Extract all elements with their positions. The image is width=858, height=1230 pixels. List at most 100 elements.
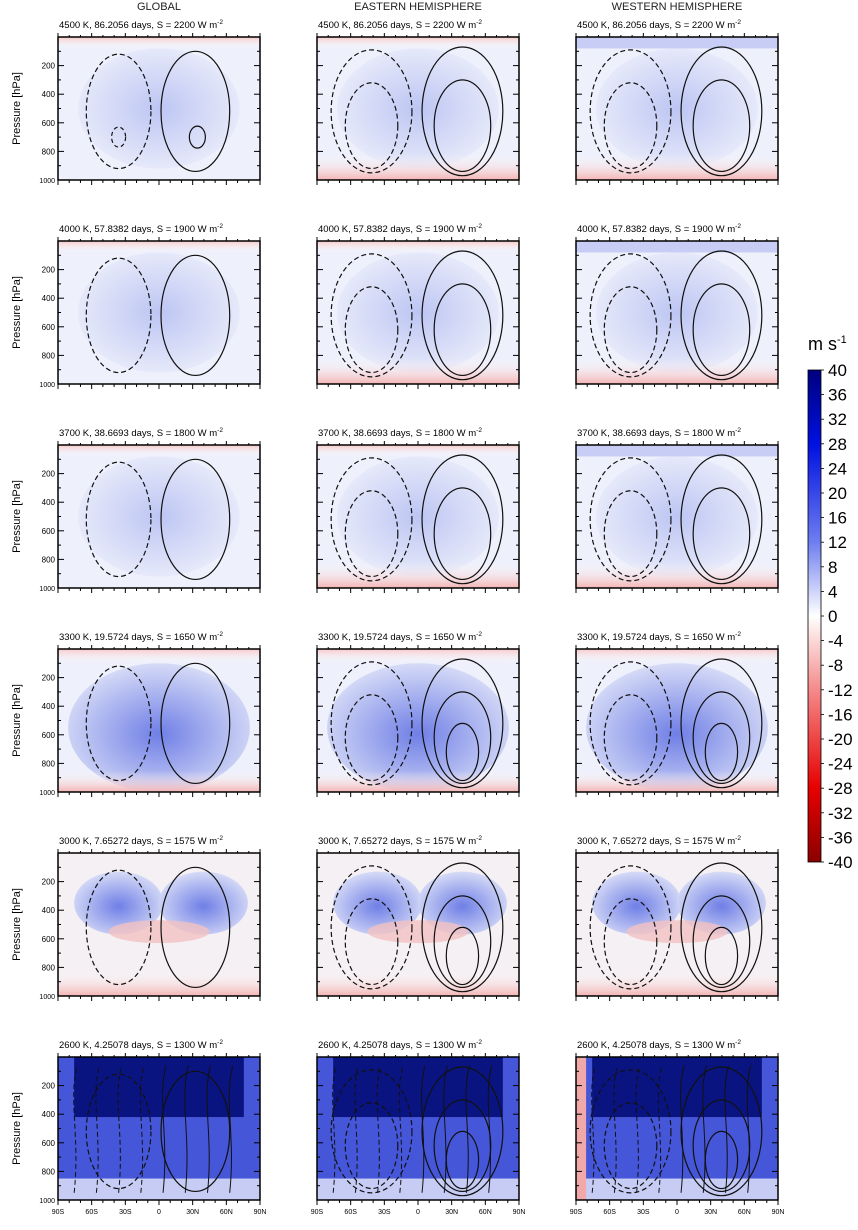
wind-shading	[677, 871, 766, 935]
streamfunction-contour	[73, 1065, 78, 1193]
x-tick-label: 30S	[378, 1209, 391, 1216]
y-tick-label: 200	[42, 1082, 56, 1091]
streamfunction-contour	[330, 457, 413, 582]
panel-title: 4500 K, 86.2056 days, S = 2200 W m-2	[318, 19, 482, 31]
x-tick-label: 90S	[570, 1209, 583, 1216]
panel-title: 2600 K, 4.25078 days, S = 1300 W m-2	[59, 1039, 223, 1051]
y-tick-label: 1000	[39, 178, 55, 185]
y-tick-label: 800	[42, 147, 56, 156]
panel-r2-c0: 200 400 600 800 1000 3700 K, 38.6693 days, S …	[39, 427, 261, 593]
streamfunction-contour	[228, 1065, 234, 1193]
panel-content	[58, 649, 260, 792]
panel-r1-c0: 200 400 600 800 1000 4000 K, 57.8382 days, S …	[39, 223, 261, 389]
y-tick-label: 400	[42, 90, 56, 99]
streamfunction-contour	[657, 1065, 663, 1193]
y-tick-label: 600	[42, 119, 56, 128]
y-axis-label: Pressure [hPa]	[11, 480, 23, 553]
colorbar-label: -40	[828, 853, 853, 872]
x-tick-label: 60N	[479, 1209, 492, 1216]
y-tick-label: 600	[42, 323, 56, 332]
x-tick-label: 60N	[220, 1209, 233, 1216]
colorbar-label: -8	[828, 656, 843, 675]
streamfunction-contour	[85, 665, 152, 782]
panel-r4-c1: 3000 K, 7.65272 days, S = 1575 W m-2	[316, 835, 520, 1001]
streamfunction-contour	[184, 1065, 189, 1193]
wind-shading	[586, 663, 768, 792]
x-tick-label: 60S	[603, 1209, 616, 1216]
panel-content	[576, 649, 778, 792]
panel-r5-c0: 200 400 600 800 1000 90S 60S 30S 0 30N 60N 90N 2600 …	[39, 1039, 266, 1216]
streamfunction-contour	[85, 461, 152, 578]
panel-content	[317, 1057, 519, 1200]
wind-shading	[78, 48, 240, 169]
streamfunction-contour	[330, 1069, 413, 1194]
x-tick-label: 30N	[445, 1209, 458, 1216]
streamfunction-contour	[704, 926, 739, 986]
streamfunction-contour	[445, 926, 480, 986]
panel-title: 3300 K, 19.5724 days, S = 1650 W m-2	[59, 631, 223, 643]
panel-title: 2600 K, 4.25078 days, S = 1300 W m-2	[577, 1039, 741, 1051]
colorbar-label: 16	[828, 509, 847, 528]
top-band	[317, 37, 519, 49]
surface-easterly-band	[58, 770, 260, 792]
streamfunction-contour	[680, 658, 763, 789]
colorbar-label: 20	[828, 484, 847, 503]
y-tick-label: 400	[42, 498, 56, 507]
panel-content	[317, 853, 519, 996]
panel-title-text: 3700 K, 38.6693 days, S = 1800 W m	[318, 428, 476, 439]
surface-easterly-band	[317, 770, 519, 792]
panel-title-exp: -2	[217, 835, 223, 842]
surface-easterly-band	[317, 970, 519, 996]
panel-title: 4500 K, 86.2056 days, S = 2200 W m-2	[59, 19, 223, 31]
streamfunction-contour	[421, 46, 504, 177]
streamfunction-contour	[160, 1070, 231, 1193]
wind-shading	[78, 456, 240, 577]
streamfunction-contour	[160, 866, 231, 989]
panel-r4-c0: 200 400 600 800 1000 3000 K, 7.65272 days, S …	[39, 835, 261, 1001]
panel-title-text: 3000 K, 7.65272 days, S = 1575 W m	[577, 836, 735, 847]
colorbar-label: 4	[828, 582, 837, 601]
wind-shading	[333, 871, 423, 935]
panel-title: 3000 K, 7.65272 days, S = 1575 W m-2	[577, 835, 741, 847]
streamfunction-contour	[465, 1065, 470, 1193]
streamfunction-contour	[421, 250, 504, 381]
streamfunction-contour	[589, 253, 672, 378]
wind-shading	[596, 252, 758, 373]
panel-title: 4000 K, 57.8382 days, S = 1900 W m-2	[59, 223, 223, 235]
streamfunction-contour	[398, 1065, 404, 1193]
surface-easterly-band	[576, 562, 778, 588]
colorbar-label: -32	[828, 804, 853, 823]
panel-title-text: 3700 K, 38.6693 days, S = 1800 W m	[59, 428, 217, 439]
colorbar-label: -16	[828, 705, 853, 724]
streamfunction-contour	[330, 253, 413, 378]
panel-r3-c1: 3300 K, 19.5724 days, S = 1650 W m-2	[316, 631, 520, 797]
x-tick-label: 30S	[119, 1209, 132, 1216]
panel-title-exp: -2	[476, 1039, 482, 1046]
column-headers: GLOBAL EASTERN HEMISPHERE WESTERN HEMISPHE…	[137, 1, 742, 13]
streamfunction-contour	[680, 1065, 685, 1193]
panel-title-exp: -2	[476, 19, 482, 26]
panel-content	[576, 853, 778, 996]
streamfunction-contour	[421, 1066, 504, 1197]
top-band	[576, 37, 778, 49]
y-tick-label: 800	[42, 1167, 56, 1176]
wind-shading	[418, 871, 507, 935]
panel-r2-c2: 3700 K, 38.6693 days, S = 1800 W m-2	[575, 427, 779, 593]
streamfunction-contour	[591, 1065, 596, 1193]
streamfunction-contour	[376, 1065, 382, 1193]
panel-title-exp: -2	[217, 631, 223, 638]
streamfunction-contour	[589, 49, 672, 174]
panel-content	[317, 37, 519, 180]
streamfunction-contour	[433, 487, 492, 581]
streamfunction-contour	[603, 1102, 658, 1190]
streamfunction-contour	[702, 1065, 707, 1193]
colorbar-label: 40	[828, 361, 847, 380]
x-tick-label: 30N	[186, 1209, 199, 1216]
streamfunction-contour	[344, 694, 399, 782]
y-tick-label: 800	[42, 963, 56, 972]
column-header-1: EASTERN HEMISPHERE	[354, 1, 482, 13]
surface-easterly-band	[317, 358, 519, 384]
panel-r4-c2: 3000 K, 7.65272 days, S = 1575 W m-2	[575, 835, 779, 1001]
panel-title-text: 4000 K, 57.8382 days, S = 1900 W m	[577, 224, 735, 235]
